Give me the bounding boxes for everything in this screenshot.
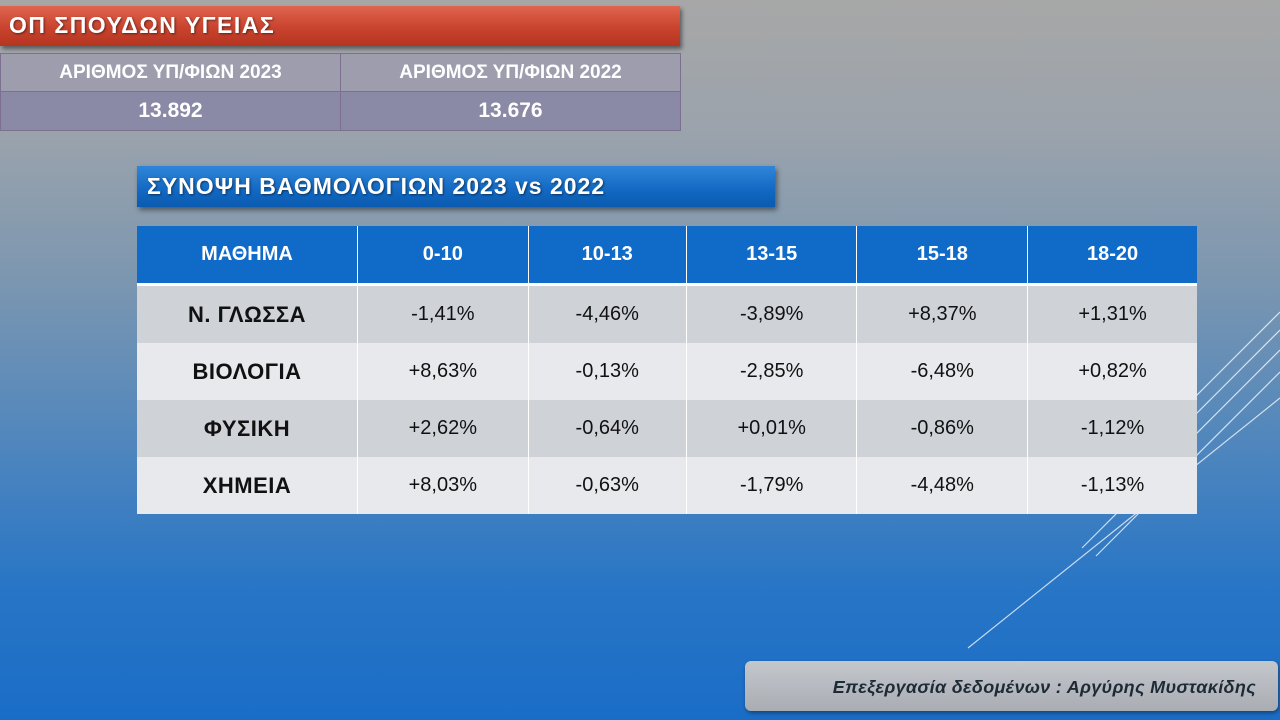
header-range-15-18: 15-18 xyxy=(856,226,1029,286)
value-cell: +1,31% xyxy=(1027,284,1197,343)
header-range-13-15: 13-15 xyxy=(686,226,858,286)
value-cell: +8,37% xyxy=(856,284,1029,343)
value-cell: +8,03% xyxy=(357,457,529,514)
table-row: ΧΗΜΕΙΑ +8,03% -0,63% -1,79% -4,48% -1,13… xyxy=(137,457,1197,514)
value-cell: -1,12% xyxy=(1027,400,1197,457)
value-cell: -0,64% xyxy=(528,400,687,457)
credit-text: Επεξεργασία δεδομένων : Αργύρης Μυστακίδ… xyxy=(832,677,1256,697)
subject-cell: ΒΙΟΛΟΓΙΑ xyxy=(137,343,358,400)
value-cell: -4,48% xyxy=(856,457,1029,514)
stats-value-2022: 13.676 xyxy=(340,91,681,131)
table-row: ΒΙΟΛΟΓΙΑ +8,63% -0,13% -2,85% -6,48% +0,… xyxy=(137,343,1197,400)
stats-value-2023: 13.892 xyxy=(0,91,341,131)
title-bar: ΟΠ ΣΠΟΥΔΩΝ ΥΓΕΙΑΣ xyxy=(0,6,680,46)
grades-table: ΜΑΘΗΜΑ 0-10 10-13 13-15 15-18 18-20 Ν. Γ… xyxy=(137,226,1197,514)
value-cell: +0,01% xyxy=(686,400,858,457)
subject-cell: ΧΗΜΕΙΑ xyxy=(137,457,358,514)
value-cell: -6,48% xyxy=(856,343,1029,400)
value-cell: -1,79% xyxy=(686,457,858,514)
section-title: ΣΥΝΟΨΗ ΒΑΘΜΟΛΟΓΙΩΝ 2023 vs 2022 xyxy=(147,173,606,199)
student-count-table: ΑΡΙΘΜΟΣ ΥΠ/ΦΙΩΝ 2023 ΑΡΙΘΜΟΣ ΥΠ/ΦΙΩΝ 202… xyxy=(0,53,681,131)
value-cell: +0,82% xyxy=(1027,343,1197,400)
header-range-10-13: 10-13 xyxy=(528,226,687,286)
stats-header-2023: ΑΡΙΘΜΟΣ ΥΠ/ΦΙΩΝ 2023 xyxy=(0,53,341,92)
subtitle-bar: ΣΥΝΟΨΗ ΒΑΘΜΟΛΟΓΙΩΝ 2023 vs 2022 xyxy=(137,166,775,207)
value-cell: +2,62% xyxy=(357,400,529,457)
grades-header-row: ΜΑΘΗΜΑ 0-10 10-13 13-15 15-18 18-20 xyxy=(137,226,1197,286)
subject-cell: Ν. ΓΛΩΣΣΑ xyxy=(137,284,358,343)
value-cell: -0,13% xyxy=(528,343,687,400)
value-cell: -4,46% xyxy=(528,284,687,343)
header-subject: ΜΑΘΗΜΑ xyxy=(137,226,358,286)
value-cell: -0,86% xyxy=(856,400,1029,457)
value-cell: +8,63% xyxy=(357,343,529,400)
value-cell: -2,85% xyxy=(686,343,858,400)
subject-cell: ΦΥΣΙΚΗ xyxy=(137,400,358,457)
header-range-0-10: 0-10 xyxy=(357,226,529,286)
stats-header-2022: ΑΡΙΘΜΟΣ ΥΠ/ΦΙΩΝ 2022 xyxy=(340,53,681,92)
table-row: Ν. ΓΛΩΣΣΑ -1,41% -4,46% -3,89% +8,37% +1… xyxy=(137,284,1197,343)
header-range-18-20: 18-20 xyxy=(1027,226,1197,286)
value-cell: -1,13% xyxy=(1027,457,1197,514)
page-title: ΟΠ ΣΠΟΥΔΩΝ ΥΓΕΙΑΣ xyxy=(9,12,276,38)
table-row: ΦΥΣΙΚΗ +2,62% -0,64% +0,01% -0,86% -1,12… xyxy=(137,400,1197,457)
credit-box: Επεξεργασία δεδομένων : Αργύρης Μυστακίδ… xyxy=(745,661,1278,711)
value-cell: -0,63% xyxy=(528,457,687,514)
value-cell: -3,89% xyxy=(686,284,858,343)
value-cell: -1,41% xyxy=(357,284,529,343)
